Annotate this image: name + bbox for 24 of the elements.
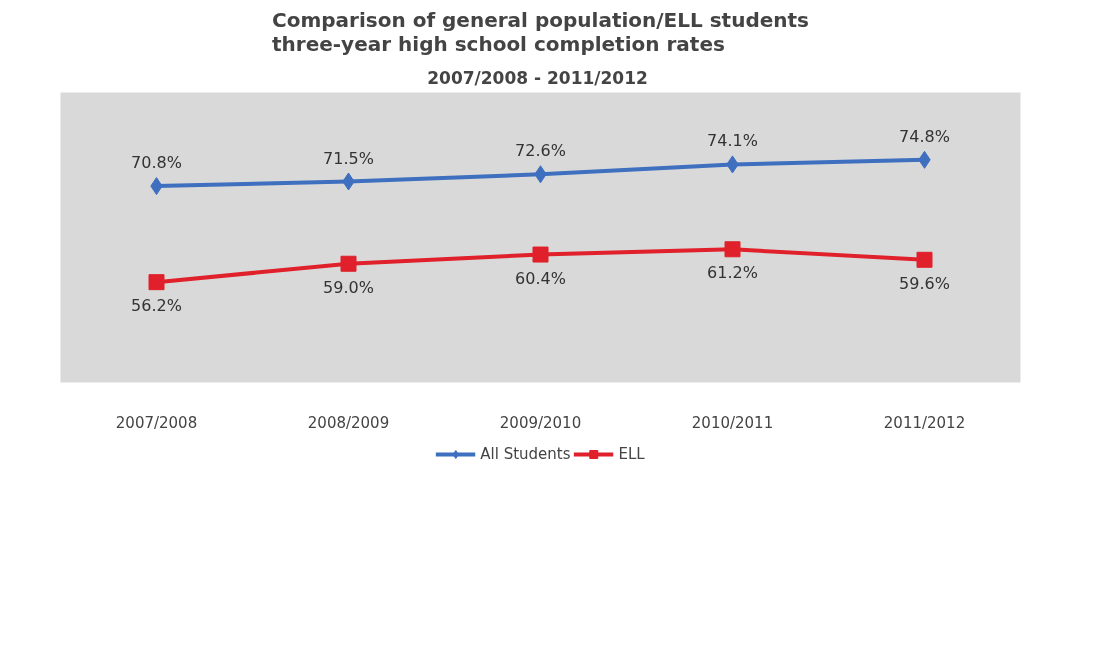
point [340,255,357,272]
data-label: 59.6% [899,273,950,293]
point [148,274,165,291]
data-label: 56.2% [131,296,182,316]
chart-title: Comparison of general population/ELL students three-year high school completion rates [272,7,809,56]
x-tick-label: 2007/2008 [115,413,198,432]
point [532,246,549,263]
legend-label: All Students [480,444,571,464]
data-label: 59.0% [323,277,374,297]
chart-subtitle: 2007/2008 - 2011/2012 [427,67,648,88]
x-tick-label: 2009/2010 [499,413,582,432]
x-tick-label: 2011/2012 [883,413,966,432]
data-label: 72.6% [515,141,566,161]
data-label: 74.8% [899,126,950,146]
data-label: 70.8% [131,153,182,173]
point [724,241,741,258]
point [916,251,933,268]
data-label: 71.5% [323,148,374,168]
data-label: 74.1% [707,131,758,151]
x-tick-label: 2008/2009 [307,413,390,432]
legend-label: ELL [618,444,645,464]
data-label: 61.2% [707,263,758,283]
data-label: 60.4% [515,268,566,288]
x-tick-label: 2010/2011 [691,413,774,432]
